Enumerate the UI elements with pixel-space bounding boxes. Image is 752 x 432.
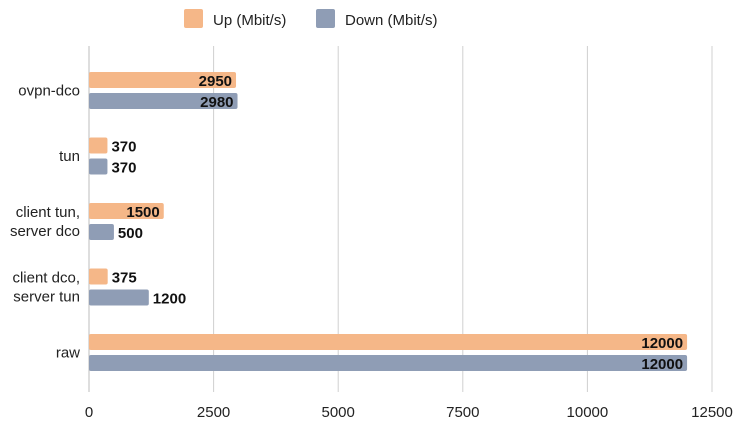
x-tick-label: 7500 bbox=[446, 404, 479, 421]
x-axis-ticks: 0 2500 5000 7500 10000 12500 bbox=[85, 404, 733, 421]
bar-up bbox=[89, 334, 688, 350]
category-label: raw bbox=[56, 345, 80, 362]
bars bbox=[89, 72, 688, 371]
data-label: 1500 bbox=[126, 204, 159, 221]
bar-down bbox=[89, 158, 108, 175]
data-label: 370 bbox=[111, 160, 136, 177]
x-tick-label: 2500 bbox=[197, 404, 230, 421]
legend-swatch-down bbox=[316, 9, 335, 28]
x-tick-label: 10000 bbox=[567, 404, 609, 421]
data-labels: 2950 2980 370 370 1500 500 375 1200 12000 12000 bbox=[111, 73, 683, 373]
category-label: client tun, server dco bbox=[10, 204, 80, 240]
bar-up bbox=[89, 137, 108, 154]
bar-up bbox=[89, 268, 108, 285]
bar-up bbox=[89, 72, 237, 88]
x-tick-label: 0 bbox=[85, 404, 93, 421]
category-labels: ovpn-dco tun client tun, server dco client d… bbox=[10, 83, 80, 362]
data-label: 2980 bbox=[200, 94, 233, 111]
category-label: ovpn-dco bbox=[18, 83, 80, 100]
data-label: 1200 bbox=[153, 291, 186, 308]
bar-down bbox=[89, 93, 238, 109]
data-label: 2950 bbox=[199, 73, 232, 90]
data-label: 12000 bbox=[641, 356, 683, 373]
legend: Up (Mbit/s) Down (Mbit/s) bbox=[184, 9, 438, 29]
x-tick-label: 5000 bbox=[322, 404, 355, 421]
data-label: 370 bbox=[111, 139, 136, 156]
legend-swatch-up bbox=[184, 9, 203, 28]
bar-down bbox=[89, 355, 688, 371]
data-label: 375 bbox=[112, 270, 137, 287]
category-label: client dco, server tun bbox=[12, 270, 80, 306]
category-label: tun bbox=[59, 148, 80, 165]
bar-down bbox=[89, 289, 149, 306]
legend-label-down: Down (Mbit/s) bbox=[345, 12, 438, 29]
legend-label-up: Up (Mbit/s) bbox=[213, 12, 286, 29]
data-label: 12000 bbox=[641, 335, 683, 352]
x-tick-label: 12500 bbox=[691, 404, 733, 421]
data-label: 500 bbox=[118, 225, 143, 242]
bar-down bbox=[89, 224, 114, 240]
bar-up bbox=[89, 203, 164, 219]
